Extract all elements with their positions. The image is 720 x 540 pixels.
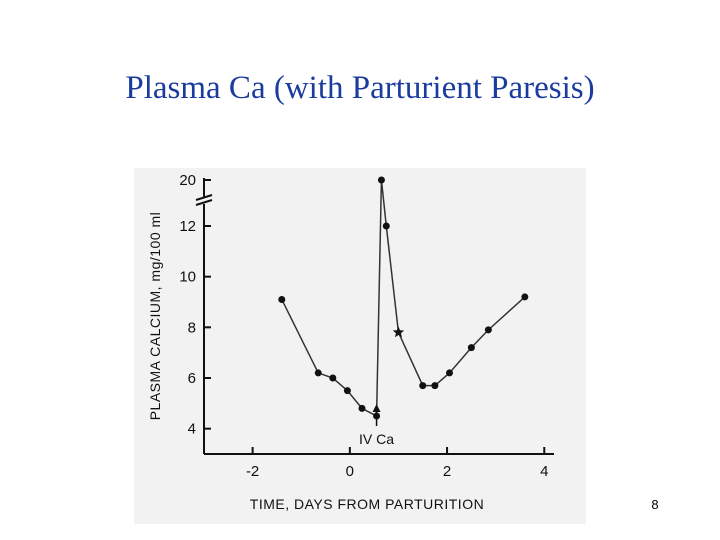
y-tick-label: 8	[188, 319, 196, 336]
x-tick-label: 0	[346, 463, 354, 480]
y-tick-label: 20	[179, 172, 196, 189]
x-tick-label: 4	[540, 463, 548, 480]
data-point	[343, 387, 351, 395]
data-point	[521, 293, 529, 301]
data-point	[358, 404, 366, 412]
data-point	[314, 369, 322, 377]
annotation-layer: IV Ca	[359, 404, 394, 447]
data-point	[445, 369, 453, 377]
y-tick-label: 10	[179, 269, 196, 286]
iv-ca-arrow-head	[372, 404, 381, 412]
page-number: 8	[651, 497, 659, 512]
data-point-star	[392, 326, 405, 338]
data-point	[278, 295, 286, 303]
iv-ca-annotation: IV Ca	[359, 431, 394, 447]
slide-title: Plasma Ca (with Parturient Paresis)	[125, 70, 595, 106]
y-tick-label: 4	[188, 421, 196, 438]
y-tick-label: 12	[179, 218, 196, 235]
y-axis-label: PLASMA CALCIUM, mg/100 ml	[147, 212, 163, 421]
data-point	[467, 344, 475, 352]
data-point	[419, 382, 427, 390]
series-layer	[278, 176, 529, 420]
x-tick-label: -2	[246, 463, 259, 480]
chart-background	[134, 168, 586, 524]
data-point	[484, 326, 492, 334]
axes	[195, 178, 554, 455]
data-point	[329, 374, 337, 382]
data-point	[431, 382, 439, 390]
data-point	[377, 176, 385, 184]
y-axis-break-mark	[195, 194, 213, 206]
y-tick-label: 6	[188, 370, 196, 387]
data-point	[382, 222, 390, 230]
calcium-chart: -2 0 2 4 4 6 8 10 12 20 IV Ca TIME, DAYS FROM PAR…	[134, 168, 586, 524]
x-tick-label: 2	[443, 463, 451, 480]
ticks: -2 0 2 4 4 6 8 10 12 20	[179, 172, 548, 480]
x-axis-label: TIME, DAYS FROM PARTURITION	[250, 496, 484, 512]
